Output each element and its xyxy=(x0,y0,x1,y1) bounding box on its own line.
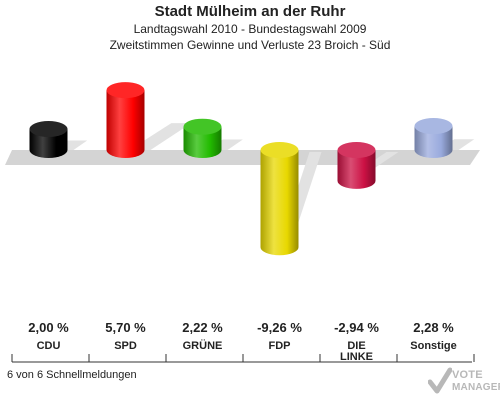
value-label: 5,70 % xyxy=(105,320,146,335)
chart-description: Zweitstimmen Gewinne und Verluste 23 Bro… xyxy=(109,38,391,52)
category-label: DIE xyxy=(347,340,365,352)
bar-top-cap xyxy=(106,82,145,99)
bar-1 xyxy=(106,90,145,150)
bar-top-cap xyxy=(29,121,68,137)
checkmark-icon xyxy=(428,367,452,394)
bar-bottom-cap xyxy=(29,142,68,158)
chart-header: Stadt Mülheim an der Ruhr Landtagswahl 2… xyxy=(0,3,500,53)
value-label: 2,28 % xyxy=(413,320,454,335)
logo-word-vote: VOTE xyxy=(452,369,483,381)
chart-title: Stadt Mülheim an der Ruhr xyxy=(154,3,346,20)
category-label: Sonstige xyxy=(410,340,456,352)
bar-bottom-cap xyxy=(414,142,453,158)
logo-word-manager: MANAGER xyxy=(452,382,500,393)
bar-top-cap xyxy=(337,142,376,158)
bar-3 xyxy=(260,150,299,248)
value-label: -9,26 % xyxy=(257,320,302,335)
bar-bottom-cap xyxy=(183,142,222,158)
chart-subtitle: Landtagswahl 2010 - Bundestagswahl 2009 xyxy=(133,22,367,36)
chart-floor xyxy=(5,150,480,165)
bar-top-cap xyxy=(183,118,222,135)
vote-manager-logo: VOTE MANAGER xyxy=(428,367,500,397)
bar-top-cap xyxy=(260,142,299,158)
bar-shadow xyxy=(129,123,192,150)
value-label: 2,22 % xyxy=(182,320,223,335)
value-label: 2,00 % xyxy=(28,320,69,335)
bar-bottom-cap xyxy=(337,172,376,189)
bar-top-cap xyxy=(414,118,453,135)
category-label: LINKE xyxy=(340,351,373,363)
bar-bottom-cap xyxy=(260,239,299,256)
category-label: FDP xyxy=(269,340,291,352)
bar-bottom-cap xyxy=(106,142,145,158)
value-label: -2,94 % xyxy=(334,320,379,335)
footer-status: 6 von 6 Schnellmeldungen xyxy=(7,369,137,381)
category-label: CDU xyxy=(37,340,61,352)
category-label: GRÜNE xyxy=(183,339,223,352)
category-label: SPD xyxy=(114,340,137,352)
